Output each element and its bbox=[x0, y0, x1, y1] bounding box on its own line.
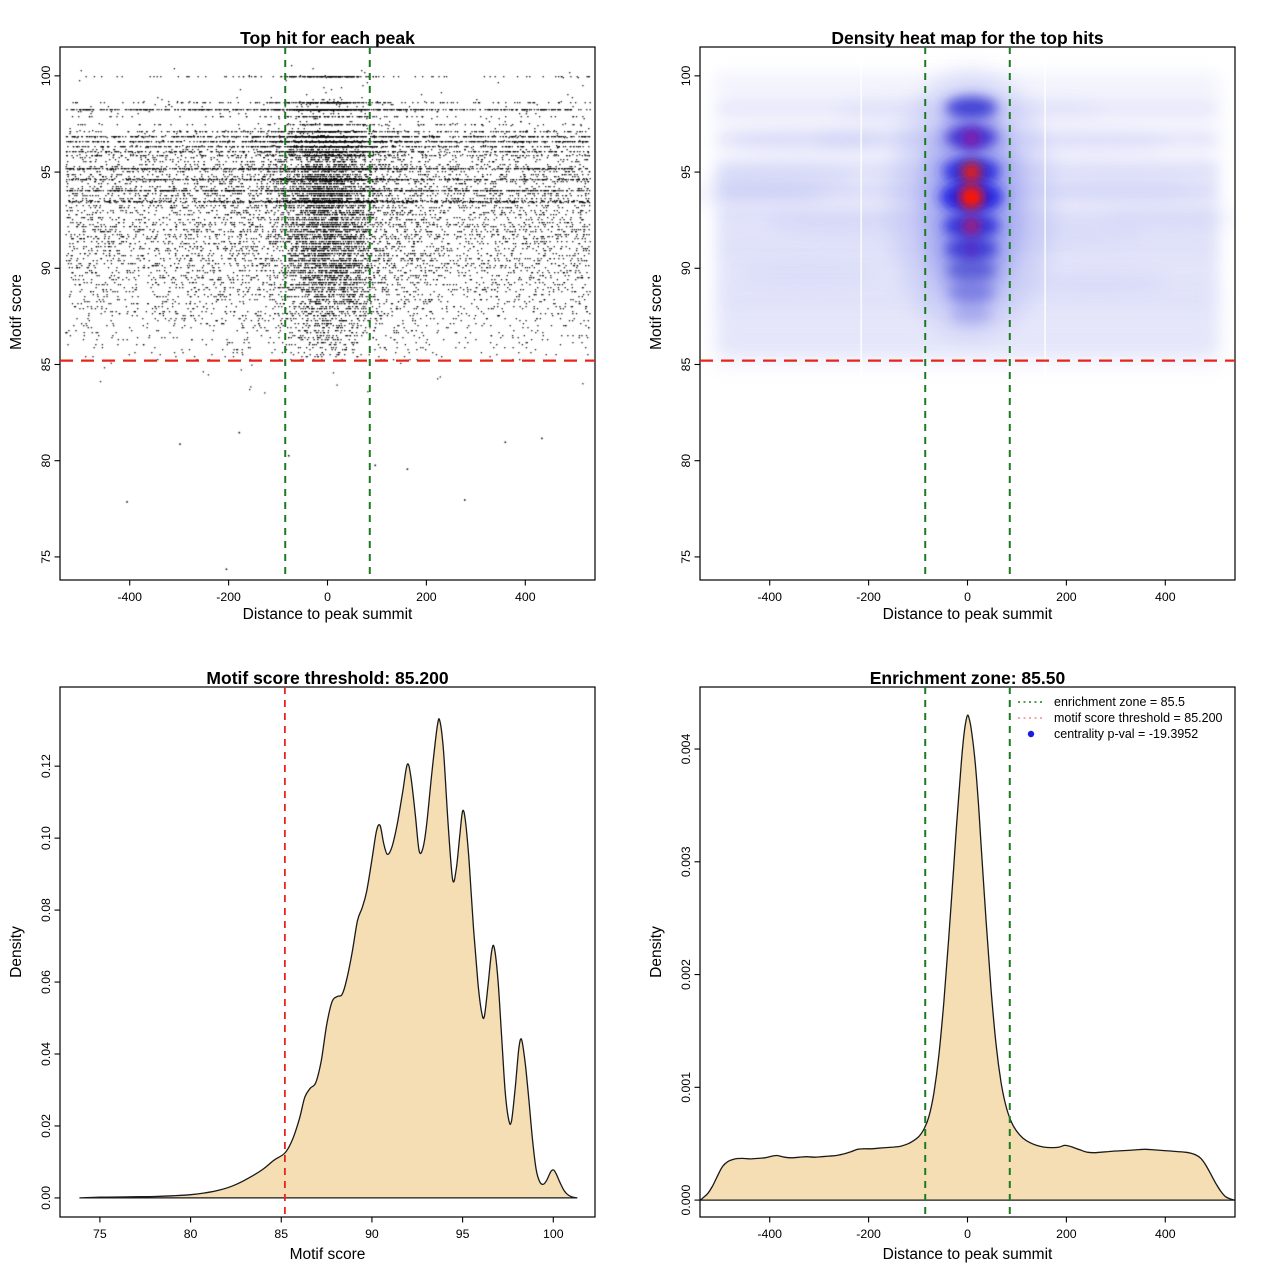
y-tick-label: 0.004 bbox=[679, 733, 693, 764]
panel-density-heatmap: Density heat map for the top hits -400 -2… bbox=[640, 0, 1280, 640]
panel-summit-density: Enrichment zone: 85.50 -400 -200 0 200 400 0.… bbox=[640, 640, 1280, 1280]
x-axis-label: Motif score bbox=[289, 1246, 366, 1263]
y-tick-label: 0.000 bbox=[679, 1185, 693, 1216]
y-tick-label: 80 bbox=[39, 454, 53, 468]
x-tick-label: 200 bbox=[1056, 590, 1077, 604]
heat-blob bbox=[945, 96, 998, 119]
y-tick-label: 85 bbox=[39, 357, 53, 371]
heat-cloud bbox=[1103, 205, 1235, 232]
heat-cloud bbox=[700, 182, 827, 209]
plot-box bbox=[699, 46, 1236, 581]
heat-cloud bbox=[1024, 130, 1169, 157]
x-tick-label: 0 bbox=[964, 590, 971, 604]
y-tick-label: 100 bbox=[679, 65, 693, 86]
panel-title: Density heat map for the top hits bbox=[831, 27, 1104, 48]
x-tick-label: 75 bbox=[93, 1227, 107, 1241]
page-title: Top hit for each peak bbox=[240, 27, 415, 48]
heat-blob bbox=[950, 304, 993, 325]
heat-core bbox=[962, 216, 981, 235]
legend-label: motif score threshold = 85.200 bbox=[1054, 711, 1223, 725]
x-tick-label: -200 bbox=[856, 590, 881, 604]
y-axis-label: Density bbox=[8, 926, 25, 978]
y-tick-label: 0.12 bbox=[39, 754, 53, 778]
x-tick-label: 200 bbox=[416, 590, 437, 604]
x-tick-label: -400 bbox=[757, 1227, 782, 1241]
scatter-points-canvas bbox=[60, 47, 595, 580]
x-tick-label: -200 bbox=[856, 1227, 881, 1241]
heat-blob bbox=[948, 281, 995, 304]
heat-core bbox=[962, 129, 981, 148]
y-tick-label: 90 bbox=[679, 261, 693, 275]
score-density-plot: 75 80 85 90 95 100 0.00 0.02 0.04 0.06 0.08 0.10 0.1… bbox=[39, 686, 596, 1241]
y-tick-label: 0.003 bbox=[679, 846, 693, 877]
y-tick-label: 0.10 bbox=[39, 826, 53, 850]
y-tick-label: 0.02 bbox=[39, 1114, 53, 1138]
heatmap-plot: -400 -200 0 200 400 75 80 85 90 95 100 bbox=[679, 46, 1236, 604]
y-tick-label: 100 bbox=[39, 65, 53, 86]
y-tick-label: 95 bbox=[39, 165, 53, 179]
density-curve bbox=[79, 718, 578, 1199]
heat-blob bbox=[946, 258, 997, 283]
x-tick-label: 200 bbox=[1056, 1227, 1077, 1241]
x-tick-label: 400 bbox=[515, 590, 536, 604]
panel-title: Motif score threshold: 85.200 bbox=[206, 667, 449, 688]
density-curve bbox=[699, 714, 1236, 1201]
heat-core bbox=[964, 242, 979, 257]
y-tick-label: 0.08 bbox=[39, 898, 53, 922]
x-tick-label: 90 bbox=[365, 1227, 379, 1241]
y-tick-label: 0.002 bbox=[679, 959, 693, 990]
plot-box bbox=[699, 686, 1236, 1218]
y-tick-label: 85 bbox=[679, 357, 693, 371]
y-tick-label: 90 bbox=[39, 261, 53, 275]
panel-title: Enrichment zone: 85.50 bbox=[869, 667, 1066, 688]
legend-label: enrichment zone = 85.5 bbox=[1054, 695, 1185, 709]
x-tick-label: 400 bbox=[1155, 1227, 1176, 1241]
heat-band bbox=[716, 340, 1219, 359]
y-axis-label: Motif score bbox=[8, 274, 25, 350]
heat-cloud bbox=[737, 259, 882, 286]
summit-density-plot: -400 -200 0 200 400 0.000 0.001 0.002 0.003 0.004… bbox=[679, 686, 1236, 1241]
x-tick-label: 400 bbox=[1155, 590, 1176, 604]
legend-point-sample bbox=[1027, 730, 1035, 738]
y-axis-label: Density bbox=[648, 926, 665, 978]
y-tick-label: 75 bbox=[679, 550, 693, 564]
legend-label: centrality p-val = -19.3952 bbox=[1054, 727, 1198, 741]
y-tick-label: 75 bbox=[39, 550, 53, 564]
panel-score-density: Motif score threshold: 85.200 75 80 85 90 95… bbox=[0, 640, 640, 1280]
x-tick-label: -400 bbox=[757, 590, 782, 604]
heat-cloud bbox=[1024, 268, 1169, 295]
y-tick-label: 95 bbox=[679, 165, 693, 179]
heat-cloud bbox=[766, 209, 911, 236]
x-tick-label: 100 bbox=[543, 1227, 564, 1241]
y-tick-label: 0.00 bbox=[39, 1186, 53, 1210]
y-tick-label: 0.04 bbox=[39, 1042, 53, 1066]
x-tick-label: 80 bbox=[184, 1227, 198, 1241]
x-tick-label: -200 bbox=[216, 590, 241, 604]
scatter-plot-frame: -400 -200 0 200 400 75 80 85 90 95 100 bbox=[39, 46, 596, 604]
x-axis-label: Distance to peak summit bbox=[882, 606, 1053, 623]
plot-box bbox=[59, 686, 596, 1218]
y-tick-label: 0.001 bbox=[679, 1072, 693, 1103]
y-tick-label: 0.06 bbox=[39, 970, 53, 994]
x-axis-label: Distance to peak summit bbox=[242, 606, 413, 623]
x-tick-label: 85 bbox=[274, 1227, 288, 1241]
heat-core bbox=[959, 185, 984, 210]
panel-scatter-top-hits: Top hit for each peak -400 -200 0 200 400 75 8… bbox=[0, 0, 640, 640]
y-axis-label: Motif score bbox=[648, 274, 665, 350]
heat-cloud bbox=[1048, 176, 1193, 203]
x-tick-label: -400 bbox=[117, 590, 142, 604]
plot-box bbox=[59, 46, 596, 581]
heatmap-layers bbox=[700, 47, 1235, 580]
x-tick-label: 0 bbox=[324, 590, 331, 604]
x-axis-label: Distance to peak summit bbox=[882, 1246, 1053, 1263]
x-tick-label: 0 bbox=[964, 1227, 971, 1241]
y-tick-label: 80 bbox=[679, 454, 693, 468]
x-tick-label: 95 bbox=[456, 1227, 470, 1241]
heat-core bbox=[961, 162, 982, 183]
